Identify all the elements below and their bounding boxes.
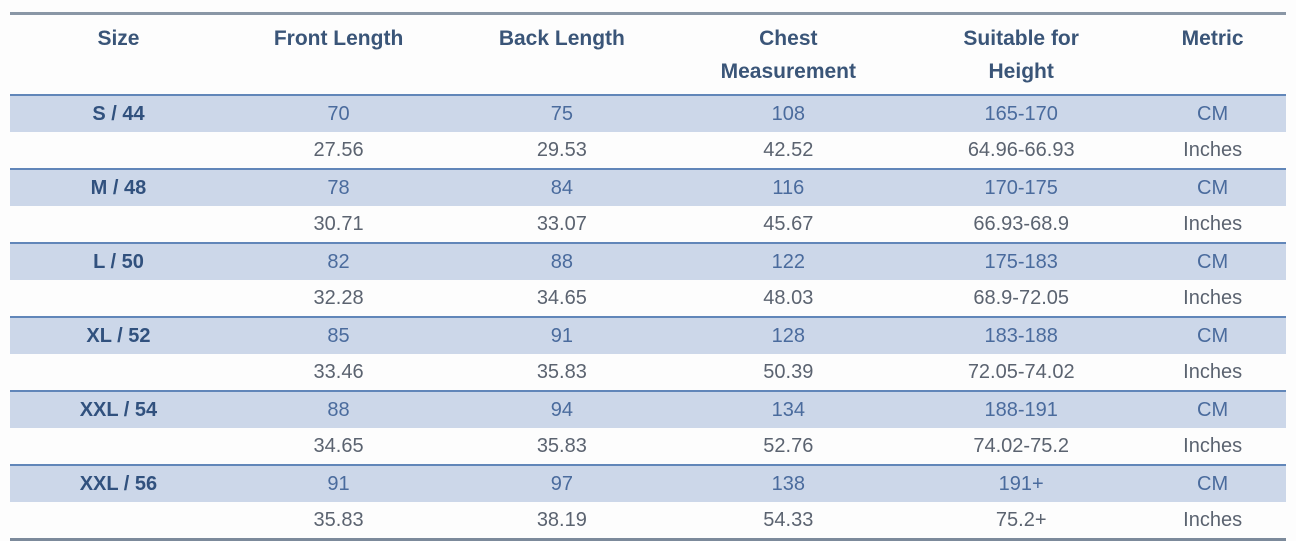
table-row-inches: 27.56 29.53 42.52 64.96-66.93 Inches: [10, 132, 1286, 170]
column-header-label: Chest Measurement: [720, 27, 857, 83]
size-label-cell: M / 48: [10, 168, 227, 207]
height-value-cell: 75.2+: [903, 502, 1140, 540]
back-value-cell: 88: [450, 242, 674, 281]
front-value-cell: 70: [226, 94, 451, 133]
height-value-cell: 66.93-68.9: [903, 206, 1140, 244]
back-value-cell: 29.53: [450, 132, 674, 170]
chest-value-cell: 108: [673, 94, 904, 133]
metric-cell: CM: [1139, 316, 1286, 355]
front-value-cell: 32.28: [226, 280, 451, 318]
back-value-cell: 35.83: [450, 354, 674, 392]
back-value-cell: 33.07: [450, 206, 674, 244]
size-label-cell: [10, 132, 227, 170]
column-header-label: Front Length: [273, 27, 404, 50]
table-row-cm: XL / 52 85 91 128 183-188 CM: [10, 316, 1286, 355]
size-label-cell: [10, 206, 227, 244]
metric-cell: Inches: [1139, 428, 1286, 466]
metric-cell: CM: [1139, 390, 1286, 429]
table-row-inches: 34.65 35.83 52.76 74.02-75.2 Inches: [10, 428, 1286, 466]
height-value-cell: 183-188: [903, 316, 1140, 355]
size-label-cell: [10, 280, 227, 318]
table-row-cm: L / 50 82 88 122 175-183 CM: [10, 242, 1286, 281]
back-value-cell: 94: [450, 390, 674, 429]
front-value-cell: 34.65: [226, 428, 451, 466]
metric-cell: Inches: [1139, 354, 1286, 392]
table-row-inches: 30.71 33.07 45.67 66.93-68.9 Inches: [10, 206, 1286, 244]
chest-value-cell: 116: [673, 168, 904, 207]
column-header-back: Back Length: [450, 14, 673, 96]
chest-value-cell: 54.33: [673, 502, 904, 540]
table-row-inches: 33.46 35.83 50.39 72.05-74.02 Inches: [10, 354, 1286, 392]
metric-cell: CM: [1139, 242, 1286, 281]
metric-cell: CM: [1139, 168, 1286, 207]
back-value-cell: 34.65: [450, 280, 674, 318]
column-header-label: Metric: [1181, 27, 1244, 50]
size-label-cell: XL / 52: [10, 316, 227, 355]
column-header-size: Size: [10, 14, 227, 96]
height-value-cell: 68.9-72.05: [903, 280, 1140, 318]
chest-value-cell: 45.67: [673, 206, 904, 244]
front-value-cell: 27.56: [226, 132, 451, 170]
column-header-height: Suitable for Height: [903, 14, 1139, 96]
metric-cell: Inches: [1139, 206, 1286, 244]
metric-cell: CM: [1139, 464, 1286, 503]
chest-value-cell: 128: [673, 316, 904, 355]
chest-value-cell: 48.03: [673, 280, 904, 318]
header-row: Size Front Length Back Length Chest Measure…: [10, 14, 1286, 96]
metric-cell: Inches: [1139, 132, 1286, 170]
height-value-cell: 74.02-75.2: [903, 428, 1140, 466]
size-label-cell: [10, 354, 227, 392]
chest-value-cell: 50.39: [673, 354, 904, 392]
table-row-cm: XXL / 56 91 97 138 191+ CM: [10, 464, 1286, 503]
column-header-chest: Chest Measurement: [674, 14, 904, 96]
table-row-inches: 35.83 38.19 54.33 75.2+ Inches: [10, 502, 1286, 540]
front-value-cell: 33.46: [226, 354, 451, 392]
height-value-cell: 64.96-66.93: [903, 132, 1140, 170]
chest-value-cell: 42.52: [673, 132, 904, 170]
size-chart-table: Size Front Length Back Length Chest Measure…: [10, 12, 1286, 541]
size-label-cell: [10, 428, 227, 466]
front-value-cell: 82: [226, 242, 451, 281]
column-header-label: Back Length: [498, 27, 625, 50]
table-row-cm: S / 44 70 75 108 165-170 CM: [10, 94, 1286, 133]
chest-value-cell: 122: [673, 242, 904, 281]
column-header-label: Suitable for Height: [963, 27, 1079, 83]
size-label-cell: [10, 502, 227, 540]
table-row-cm: M / 48 78 84 116 170-175 CM: [10, 168, 1286, 207]
front-value-cell: 35.83: [226, 502, 451, 540]
size-label-cell: L / 50: [10, 242, 227, 281]
metric-cell: Inches: [1139, 280, 1286, 318]
height-value-cell: 165-170: [903, 94, 1140, 133]
front-value-cell: 78: [226, 168, 451, 207]
table-row-cm: XXL / 54 88 94 134 188-191 CM: [10, 390, 1286, 429]
metric-cell: CM: [1139, 94, 1286, 133]
front-value-cell: 91: [226, 464, 451, 503]
chest-value-cell: 134: [673, 390, 904, 429]
back-value-cell: 84: [450, 168, 674, 207]
back-value-cell: 38.19: [450, 502, 674, 540]
front-value-cell: 30.71: [226, 206, 451, 244]
height-value-cell: 175-183: [903, 242, 1140, 281]
table-row-inches: 32.28 34.65 48.03 68.9-72.05 Inches: [10, 280, 1286, 318]
back-value-cell: 75: [450, 94, 674, 133]
height-value-cell: 170-175: [903, 168, 1140, 207]
size-label-cell: XXL / 54: [10, 390, 227, 429]
column-header-front: Front Length: [227, 14, 450, 96]
metric-cell: Inches: [1139, 502, 1286, 540]
back-value-cell: 91: [450, 316, 674, 355]
column-header-metric: Metric: [1139, 14, 1286, 96]
size-label-cell: S / 44: [10, 94, 227, 133]
size-label-cell: XXL / 56: [10, 464, 227, 503]
height-value-cell: 191+: [903, 464, 1140, 503]
back-value-cell: 97: [450, 464, 674, 503]
front-value-cell: 85: [226, 316, 451, 355]
height-value-cell: 188-191: [903, 390, 1140, 429]
chest-value-cell: 138: [673, 464, 904, 503]
back-value-cell: 35.83: [450, 428, 674, 466]
front-value-cell: 88: [226, 390, 451, 429]
column-header-label: Size: [97, 27, 140, 50]
height-value-cell: 72.05-74.02: [903, 354, 1140, 392]
chest-value-cell: 52.76: [673, 428, 904, 466]
